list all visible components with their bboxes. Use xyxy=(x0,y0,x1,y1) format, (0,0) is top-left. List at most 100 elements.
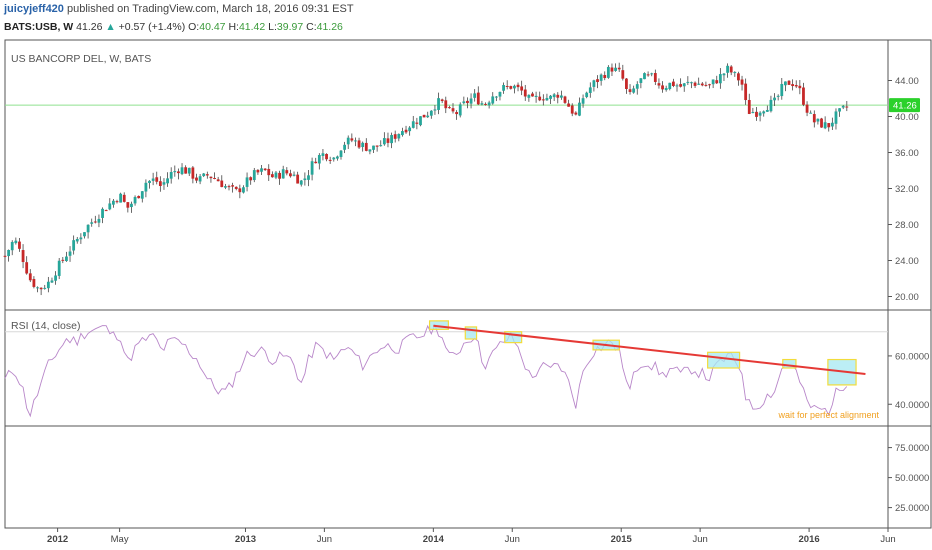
rsi-trendline[interactable] xyxy=(433,324,866,376)
candle-body xyxy=(570,105,574,114)
price-change: +0.57 (+1.4%) xyxy=(118,21,186,33)
candle-body xyxy=(632,88,636,93)
candle-body xyxy=(198,176,202,182)
candle-body xyxy=(671,81,675,87)
candle-body xyxy=(516,84,520,88)
candle-body xyxy=(726,65,729,73)
candle-body xyxy=(682,83,686,87)
x-tick-label: May xyxy=(111,534,129,545)
candle-body xyxy=(390,135,393,144)
candle-body xyxy=(133,197,137,204)
candle-body xyxy=(462,101,466,104)
candle-body xyxy=(509,86,513,89)
candle-body xyxy=(466,100,469,104)
candle-body xyxy=(39,287,43,290)
candle-body xyxy=(195,177,198,181)
low-label: L: xyxy=(268,21,277,33)
candle-body xyxy=(639,78,643,83)
candle-body xyxy=(314,161,318,164)
candle-body xyxy=(455,112,459,115)
candle-body xyxy=(675,85,679,87)
candle-body xyxy=(610,67,614,72)
rsi-pane[interactable]: 40.0000 60.0000 RSI (14, close) wait for pe… xyxy=(4,309,932,429)
candle-body xyxy=(104,210,108,212)
candle-body xyxy=(693,82,697,86)
x-tick-label: 2016 xyxy=(799,534,820,545)
rsi-highlight-box xyxy=(782,358,797,369)
candle-body xyxy=(101,208,104,218)
lower-ytick-label: 75.0000 xyxy=(895,443,929,454)
candle-body xyxy=(321,153,325,156)
candle-body xyxy=(187,167,191,174)
candle-body xyxy=(827,123,831,128)
candle-body xyxy=(43,287,47,289)
price-pane[interactable]: 20.00 24.00 28.00 32.00 36.00 40.00 44.00 US BA… xyxy=(3,39,932,311)
candle-body xyxy=(65,256,68,262)
low-pane-frame xyxy=(4,425,932,529)
candle-body xyxy=(498,91,502,97)
candle-body xyxy=(838,108,841,112)
candle-body xyxy=(762,111,766,114)
open-value: 40.47 xyxy=(199,21,226,33)
candle-body xyxy=(122,194,126,202)
candle-body xyxy=(520,86,524,91)
price-ytick-label: 32.00 xyxy=(895,184,919,195)
candle-body xyxy=(50,280,54,283)
candle-body xyxy=(68,251,72,256)
candle-body xyxy=(379,145,383,147)
candle-body xyxy=(606,66,610,78)
candle-body xyxy=(502,85,505,91)
candle-body xyxy=(97,218,101,223)
price-pane-frame xyxy=(4,39,932,311)
candle-body xyxy=(556,94,560,98)
candle-body xyxy=(393,134,397,139)
candle-body xyxy=(747,99,751,114)
candle-body xyxy=(794,85,798,87)
candle-body xyxy=(354,140,357,142)
candle-body xyxy=(444,100,448,109)
candle-body xyxy=(783,81,787,86)
candle-body xyxy=(108,203,112,210)
candle-body xyxy=(429,110,433,116)
candle-body xyxy=(708,84,711,86)
candle-body xyxy=(765,109,769,112)
candle-body xyxy=(621,70,625,79)
candle-body xyxy=(216,179,220,182)
candle-body xyxy=(166,178,169,184)
candle-body xyxy=(61,259,65,261)
candle-body xyxy=(773,97,776,101)
empty-pane[interactable]: 25.0000 50.0000 75.0000 xyxy=(4,425,932,529)
candle-body xyxy=(169,172,173,179)
candle-body xyxy=(343,144,347,150)
candle-body xyxy=(451,108,455,112)
author-link[interactable]: juicyjeff420 xyxy=(4,3,64,15)
candle-body xyxy=(704,84,708,86)
candle-body xyxy=(274,172,278,178)
publish-info: published on TradingView.com, March 18, … xyxy=(66,3,354,15)
candle-body xyxy=(729,66,733,73)
candle-body xyxy=(79,237,83,240)
candle-body xyxy=(231,185,235,187)
candle-body xyxy=(397,133,401,139)
candle-body xyxy=(491,96,495,104)
candle-body xyxy=(419,116,422,126)
candle-body xyxy=(531,93,534,97)
candle-body xyxy=(372,145,375,150)
symbol-label: BATS:USB, W xyxy=(4,21,74,33)
candle-body xyxy=(690,82,693,84)
candle-body xyxy=(513,85,516,89)
candle-body xyxy=(386,138,390,143)
candle-body xyxy=(263,168,267,171)
candle-body xyxy=(697,83,701,85)
candle-body xyxy=(780,83,784,97)
candle-body xyxy=(841,105,845,108)
x-tick-label: Jun xyxy=(505,534,520,545)
candle-body xyxy=(614,67,617,71)
candle-body xyxy=(90,222,94,224)
candle-body xyxy=(845,106,849,108)
last-price-tag xyxy=(889,98,920,113)
low-value: 39.97 xyxy=(276,21,304,33)
candle-body xyxy=(635,84,639,89)
candle-body xyxy=(364,142,368,151)
candle-body xyxy=(332,157,336,160)
